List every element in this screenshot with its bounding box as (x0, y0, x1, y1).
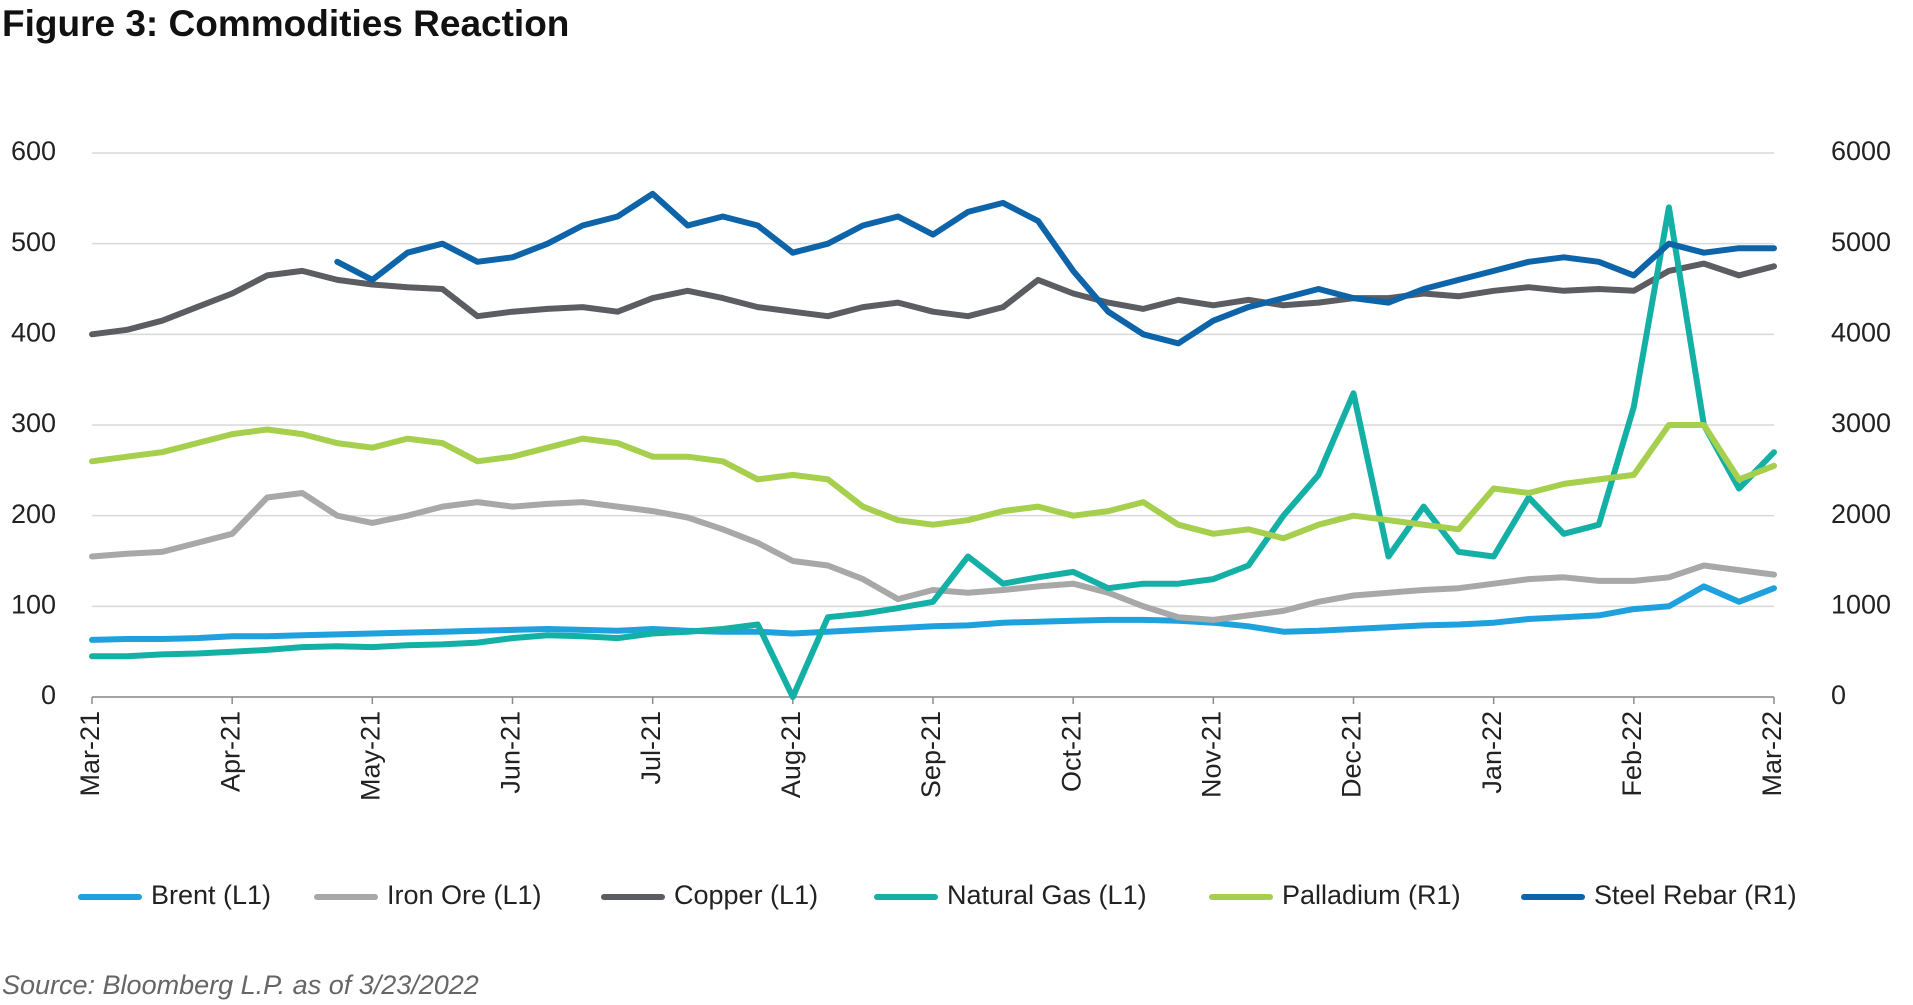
y-tick-label: 400 (11, 317, 56, 347)
y-tick-label: 0 (41, 680, 56, 710)
y2-tick-label: 5000 (1831, 227, 1891, 257)
x-tick-label: Aug-21 (776, 711, 806, 798)
y2-tick-label: 1000 (1831, 589, 1891, 619)
x-tick-label: Dec-21 (1337, 711, 1367, 798)
series-line (89, 204, 1777, 700)
x-tick-label: Feb-22 (1617, 711, 1647, 797)
x-tick-label: Apr-21 (215, 711, 245, 792)
series-line (89, 583, 1777, 643)
y-tick-label: 300 (11, 408, 56, 438)
series-line (89, 490, 1777, 623)
x-tick-label: May-21 (355, 711, 385, 801)
legend-label: Steel Rebar (R1) (1594, 880, 1797, 910)
y2-tick-label: 2000 (1831, 499, 1891, 529)
x-tick-label: Jan-22 (1477, 711, 1507, 794)
y-tick-label: 600 (11, 136, 56, 166)
y-tick-label: 500 (11, 227, 56, 257)
y-tick-label: 100 (11, 589, 56, 619)
chart-title: Figure 3: Commodities Reaction (2, 3, 569, 44)
source-note: Source: Bloomberg L.P. as of 3/23/2022 (2, 970, 479, 1000)
x-tick-label: Nov-21 (1196, 711, 1226, 798)
legend-label: Palladium (R1) (1282, 880, 1461, 910)
legend-label: Natural Gas (L1) (947, 880, 1147, 910)
y2-tick-label: 6000 (1831, 136, 1891, 166)
x-tick-label: Jun-21 (496, 711, 526, 794)
x-tick-label: Jul-21 (636, 711, 666, 785)
legend-label: Brent (L1) (151, 880, 271, 910)
y2-tick-label: 0 (1831, 680, 1846, 710)
series-line (89, 260, 1777, 338)
x-tick-label: Sep-21 (916, 711, 946, 798)
series-line (89, 422, 1777, 542)
y-tick-label: 200 (11, 499, 56, 529)
y2-tick-label: 3000 (1831, 408, 1891, 438)
x-tick-label: Oct-21 (1056, 711, 1086, 792)
y2-tick-label: 4000 (1831, 317, 1891, 347)
series-line (334, 190, 1777, 347)
legend-label: Iron Ore (L1) (387, 880, 542, 910)
x-tick-label: Mar-21 (75, 711, 105, 797)
x-tick-label: Mar-22 (1757, 711, 1787, 797)
legend-label: Copper (L1) (674, 880, 818, 910)
